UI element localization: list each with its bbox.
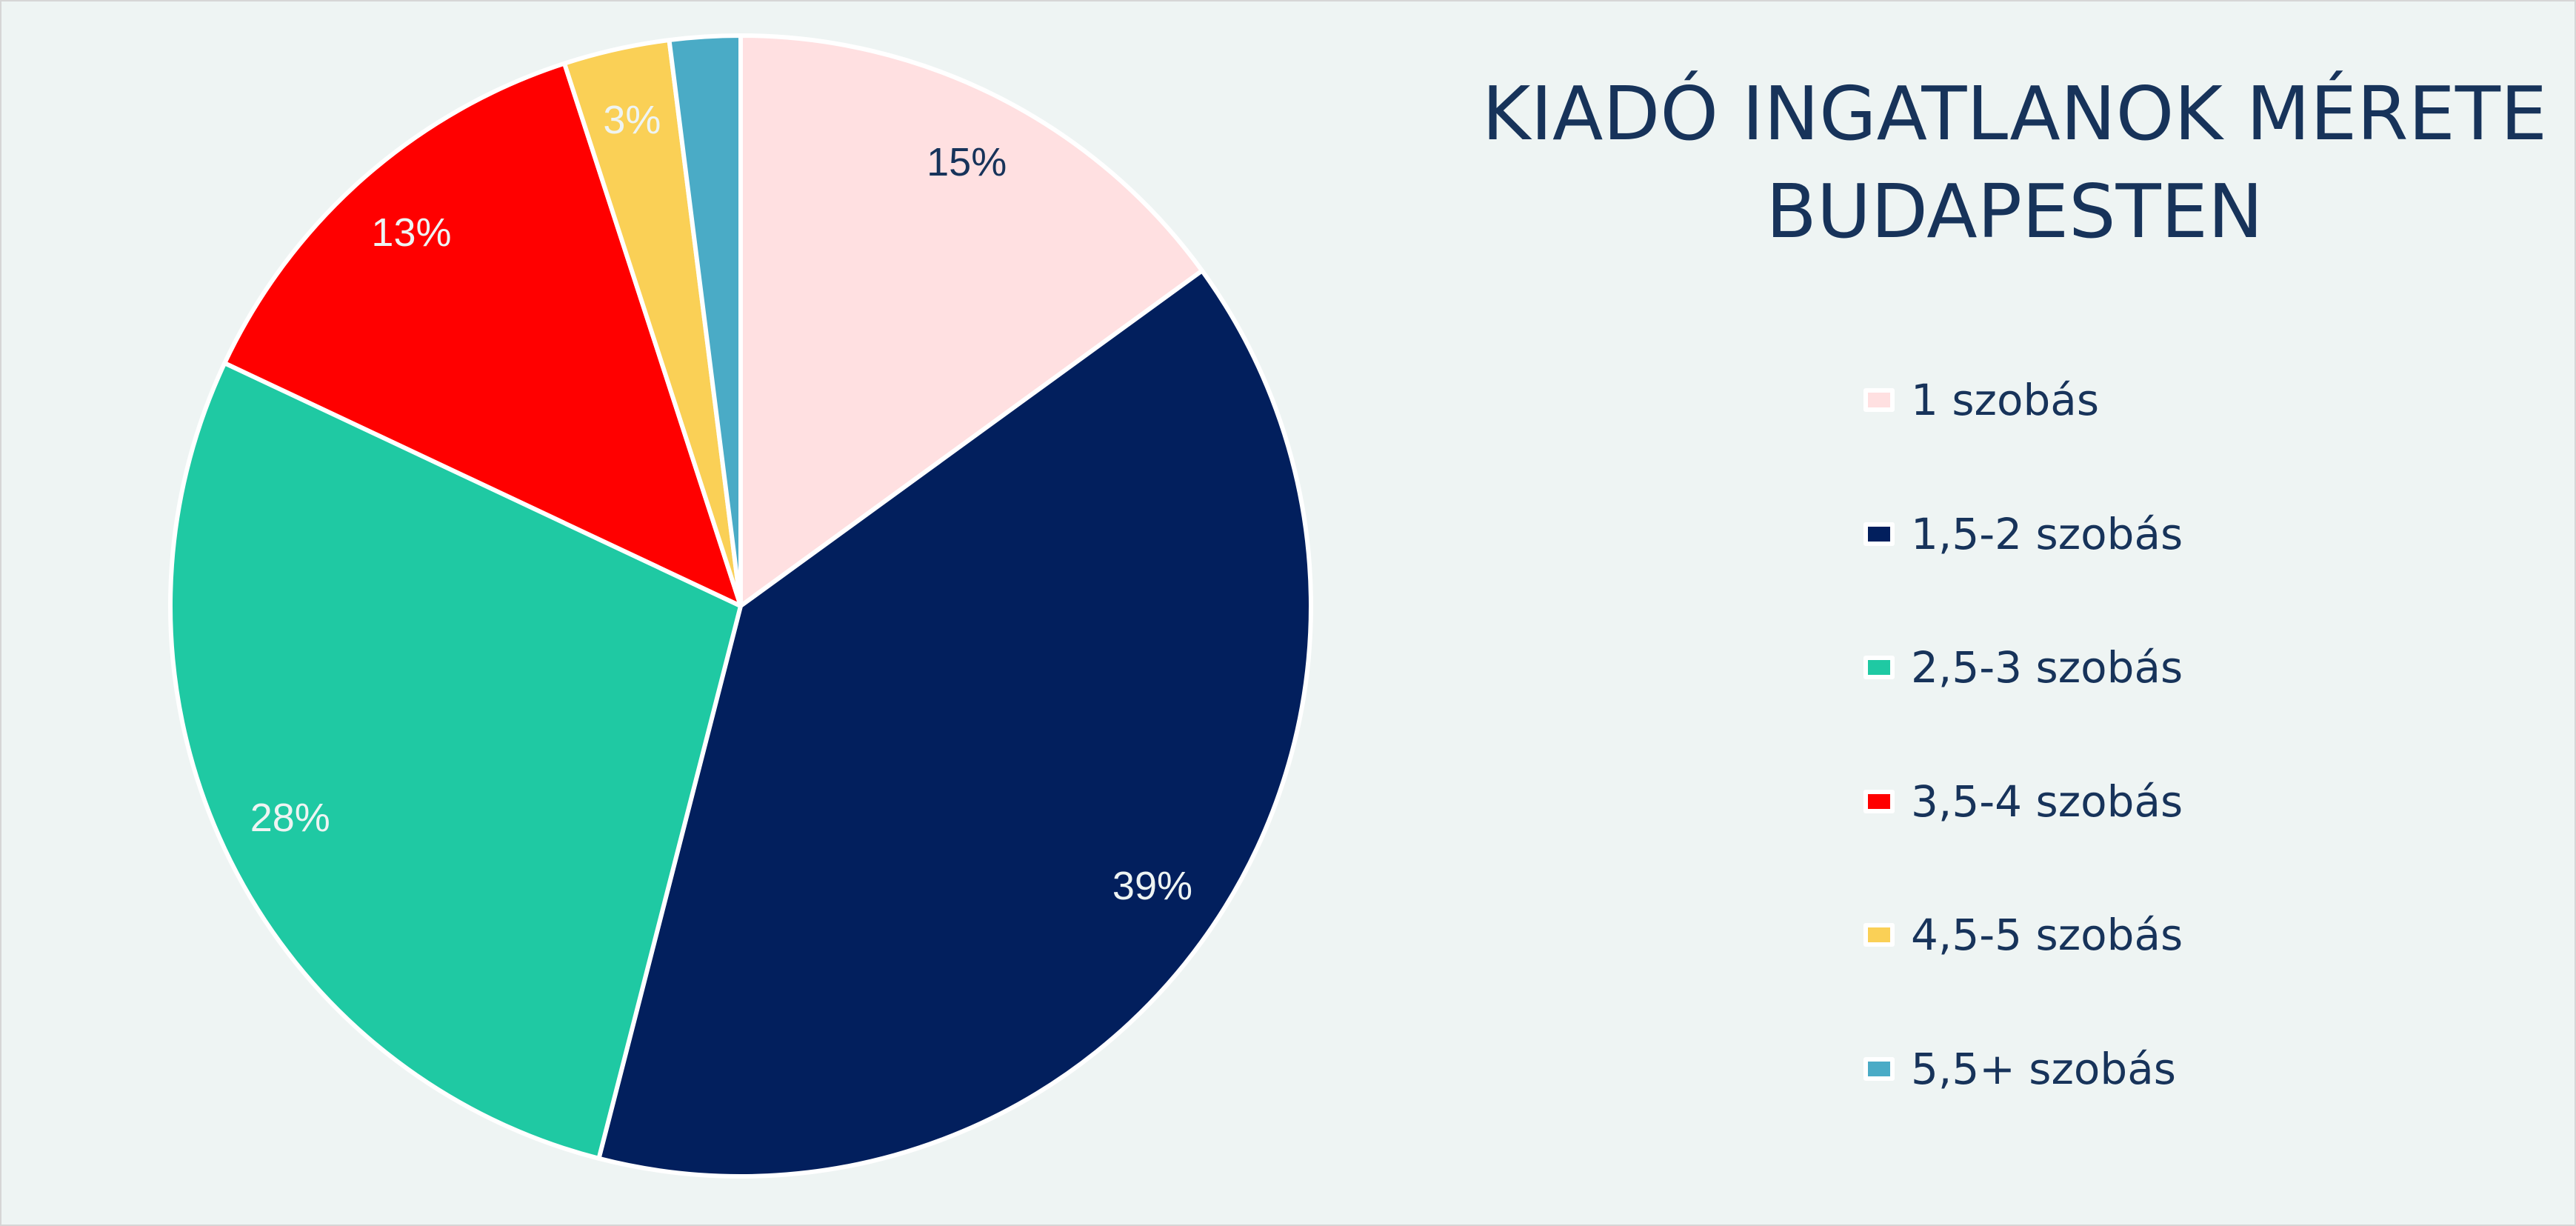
pie-slice-6 bbox=[667, 33, 743, 608]
legend-label: 1,5-2 szobás bbox=[1911, 508, 2183, 559]
legend-swatch bbox=[1863, 388, 1895, 413]
legend-swatch bbox=[1863, 789, 1895, 813]
pie-slice-3 bbox=[168, 361, 743, 1161]
data-label-5: 3% bbox=[603, 98, 661, 142]
pie-slice-1 bbox=[738, 33, 1204, 608]
legend-label: 5,5+ szobás bbox=[1911, 1043, 2176, 1094]
legend-item: 4,5-5 szobás bbox=[1863, 868, 2183, 1002]
legend-item: 5,5+ szobás bbox=[1863, 1002, 2183, 1136]
legend-item: 1 szobás bbox=[1863, 333, 2183, 467]
legend-label: 2,5-3 szobás bbox=[1911, 642, 2183, 693]
legend-swatch bbox=[1863, 1056, 1895, 1081]
legend-swatch bbox=[1863, 923, 1895, 947]
legend-item: 1,5-2 szobás bbox=[1863, 467, 2183, 602]
data-label-3: 28% bbox=[250, 796, 330, 840]
legend-item: 3,5-4 szobás bbox=[1863, 735, 2183, 869]
chart-title-line-2: BUDAPESTEN bbox=[1766, 168, 2263, 255]
data-label-1: 15% bbox=[927, 140, 1007, 184]
legend-swatch bbox=[1863, 522, 1895, 546]
data-label-4: 13% bbox=[371, 210, 451, 255]
legend-item: 2,5-3 szobás bbox=[1863, 601, 2183, 735]
chart-legend: 1 szobás 1,5-2 szobás 2,5-3 szobás 3,5-4 sz… bbox=[1863, 333, 2183, 1136]
data-label-2: 39% bbox=[1112, 864, 1192, 908]
pie-slice-4 bbox=[222, 61, 743, 608]
pie-slice-2 bbox=[596, 268, 1313, 1179]
chart-title-line-1: KIADÓ INGATLANOK MÉRETE bbox=[1481, 70, 2548, 157]
chart-title: KIADÓ INGATLANOK MÉRETE BUDAPESTEN bbox=[1407, 65, 2576, 261]
legend-swatch bbox=[1863, 656, 1895, 680]
legend-label: 1 szobás bbox=[1911, 375, 2100, 426]
legend-label: 4,5-5 szobás bbox=[1911, 910, 2183, 961]
legend-label: 3,5-4 szobás bbox=[1911, 776, 2183, 827]
